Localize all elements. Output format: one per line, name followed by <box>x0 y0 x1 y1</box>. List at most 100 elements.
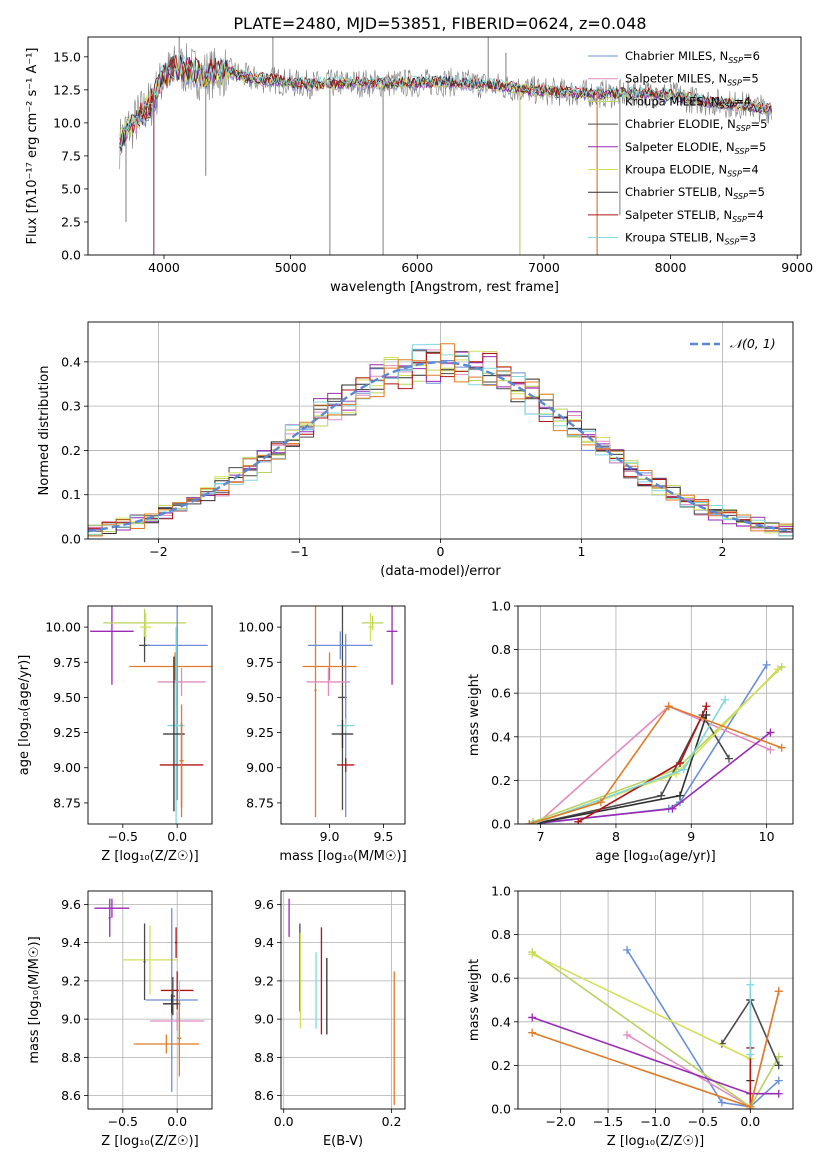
mass-weight-point <box>623 945 632 954</box>
mass_weight_vs_age-plot-area <box>518 606 793 824</box>
mass-weight-line <box>531 953 751 1060</box>
mass_vs_ebv-xlabel: E(B-V) <box>323 1134 363 1149</box>
mass_weight_vs_age-xtick-label: 10 <box>759 829 775 844</box>
mass-weight-line <box>529 705 782 824</box>
mass-weight-point <box>774 1076 783 1085</box>
mass_weight_vs_age-ytick-label: 0.6 <box>491 686 511 701</box>
mass_vs_Z-xlabel: Z [log₁₀(Z/Z☉)] <box>101 1134 198 1149</box>
age_vs_Z-ytick-label: 8.75 <box>53 795 81 810</box>
legend-entry: Chabrier MILES, NSSP=6 <box>625 49 760 65</box>
mass_weight_vs_Z-ytick-label: 0.2 <box>491 1058 511 1073</box>
legend-entry: Salpeter ELODIE, NSSP=5 <box>625 140 766 156</box>
mass_weight_vs_Z-xtick-label: −2.0 <box>545 1114 575 1129</box>
age_vs_mass-plot-area <box>302 606 398 817</box>
spectrum-ytick-label: 15.0 <box>53 49 81 64</box>
mass_weight_vs_Z-ytick-label: 1.0 <box>491 884 511 899</box>
residuals-panel: −2 −1 0 1 2 0.0 0.1 0.2 0.3 0.4 (data-model)/error… <box>37 321 794 579</box>
mass_vs_Z-plot-area <box>88 891 212 1109</box>
mass-weight-point <box>528 1013 537 1022</box>
mass_weight_vs_Z-panel: −2.0 −1.5 −1.0 −0.5 0.0 0.0 0.2 0.4 0.6 0.8 1.0 Z [… <box>467 884 794 1149</box>
mass_weight_vs_age-panel: 7 8 9 10 0.0 0.2 0.4 0.6 0.8 1.0 age [log₁₀(age/yr… <box>467 599 794 864</box>
spectrum-ylabel: Flux [fλ10⁻¹⁷ erg cm⁻² s⁻¹ A⁻¹] <box>25 48 40 245</box>
age_vs_mass-xtick-label: 9.0 <box>320 829 340 844</box>
mass_vs_Z-ytick-label: 8.6 <box>61 1088 81 1103</box>
mass-weight-point <box>664 702 673 711</box>
mass_weight_vs_age-ytick-label: 0.0 <box>491 817 511 832</box>
mass_weight_vs_age-xtick-label: 9 <box>687 829 695 844</box>
age_vs_Z-plot-area <box>90 606 212 824</box>
mass_vs_ebv-ytick-label: 9.2 <box>254 973 274 988</box>
age_vs_mass-xtick-label: 9.5 <box>373 829 393 844</box>
age_vs_Z-xlabel: Z [log₁₀(Z/Z☉)] <box>101 849 198 864</box>
mass_vs_Z-ytick-label: 9.0 <box>61 1012 81 1027</box>
age_vs_mass-ytick-label: 9.25 <box>246 725 274 740</box>
mass_weight_vs_Z-xlabel: Z [log₁₀(Z/Z☉)] <box>607 1134 704 1149</box>
mass_weight_vs_age-ytick-label: 0.2 <box>491 773 511 788</box>
mass-weight-point <box>702 702 711 711</box>
mass-weight-point <box>774 1052 783 1061</box>
spectrum-xtick-label: 8000 <box>655 260 687 275</box>
spectrum-ytick-label: 5.0 <box>61 181 81 196</box>
age_vs_mass-panel: 9.0 9.5 8.75 9.00 9.25 9.50 9.75 10.00 mass [log… <box>238 605 407 864</box>
mass_vs_ebv-frame <box>280 890 406 1110</box>
spectrum-xtick-label: 5000 <box>275 260 307 275</box>
age_vs_Z-ytick-label: 9.75 <box>53 655 81 670</box>
age_vs_Z-ytick-label: 10.00 <box>45 620 81 635</box>
mass-weight-point <box>774 987 783 996</box>
mass_weight_vs_age-ytick-label: 1.0 <box>491 599 511 614</box>
mass_weight_vs_age-frame <box>517 605 794 825</box>
age_vs_Z-ylabel: age [log₁₀(age/yr)] <box>17 655 32 776</box>
mass-weight-point <box>717 1098 726 1107</box>
mass-weight-point <box>766 728 775 737</box>
spectrum-xtick-label: 4000 <box>148 260 180 275</box>
residuals-xtick-label: 1 <box>578 544 586 559</box>
mass_vs_ebv-ytick-label: 8.8 <box>254 1050 274 1065</box>
age_vs_Z-frame <box>87 605 213 825</box>
mass_weight_vs_Z-ylabel: mass weight <box>467 959 482 1041</box>
spectrum-frame <box>87 36 802 256</box>
age_vs_mass-ytick-label: 8.75 <box>246 795 274 810</box>
mass-weight-point <box>528 1028 537 1037</box>
residual-histogram <box>88 343 793 537</box>
mass-weight-point <box>596 798 605 807</box>
mass_vs_Z-xtick-label: −0.5 <box>108 1114 138 1129</box>
mass-weight-line <box>532 713 730 824</box>
residuals-xtick-label: −1 <box>290 544 308 559</box>
residuals-plot-area <box>88 322 793 539</box>
spectrum-xtick-label: 7000 <box>528 260 560 275</box>
legend-entry: Kroupa ELODIE, NSSP=4 <box>625 163 759 179</box>
age_vs_Z-ytick-label: 9.25 <box>53 725 81 740</box>
mass-weight-point <box>774 1089 783 1098</box>
legend-entry: Kroupa STELIB, NSSP=3 <box>625 231 756 247</box>
legend-entry: Kroupa MILES, NSSP=4 <box>625 94 751 110</box>
spectrum-ytick-label: 7.5 <box>61 148 81 163</box>
mass-weight-line <box>532 666 783 823</box>
mass_weight_vs_Z-xtick-label: −1.0 <box>640 1114 670 1129</box>
mass_vs_Z-ytick-label: 9.6 <box>61 897 81 912</box>
mass-weight-point <box>773 665 782 674</box>
mass_vs_Z-ytick-label: 9.2 <box>61 973 81 988</box>
residuals-ylabel: Normed distribution <box>37 366 52 496</box>
legend-entry: 𝒩(0, 1) <box>730 336 776 351</box>
mass_vs_Z-ylabel: mass [log₁₀(M/M☉)] <box>27 936 42 1063</box>
mass_weight_vs_Z-frame <box>517 890 794 1110</box>
mass_weight_vs_Z-xtick-label: −1.5 <box>593 1114 623 1129</box>
residuals-xtick-label: −2 <box>149 544 167 559</box>
age_vs_mass-ytick-label: 10.00 <box>238 620 274 635</box>
age_vs_Z-panel: −0.5 0.0 8.75 9.00 9.25 9.50 9.75 10.00 Z [log₁₀… <box>17 605 213 864</box>
spectrum-plot-area <box>119 37 772 255</box>
mass_vs_ebv-xtick-label: 0.0 <box>274 1114 294 1129</box>
residuals-xlabel: (data-model)/error <box>380 564 501 579</box>
age_vs_mass-frame <box>280 605 406 825</box>
mass-weight-point <box>668 804 677 813</box>
mass-weight-point <box>529 820 538 824</box>
residuals-ytick-label: 0.0 <box>61 532 81 547</box>
mass_vs_Z-frame <box>87 890 213 1110</box>
mass-weight-point <box>766 745 775 754</box>
mass_weight_vs_Z-plot-area <box>518 891 793 1109</box>
mass_vs_ebv-ytick-label: 9.0 <box>254 1012 274 1027</box>
age_vs_Z-ytick-label: 9.00 <box>53 760 81 775</box>
legend-entry: Salpeter STELIB, NSSP=4 <box>625 208 764 224</box>
mass_vs_ebv-panel: 0.0 0.2 8.6 8.8 9.0 9.2 9.4 9.6 E(B-V) <box>254 890 406 1149</box>
mass-weight-point <box>762 660 771 669</box>
